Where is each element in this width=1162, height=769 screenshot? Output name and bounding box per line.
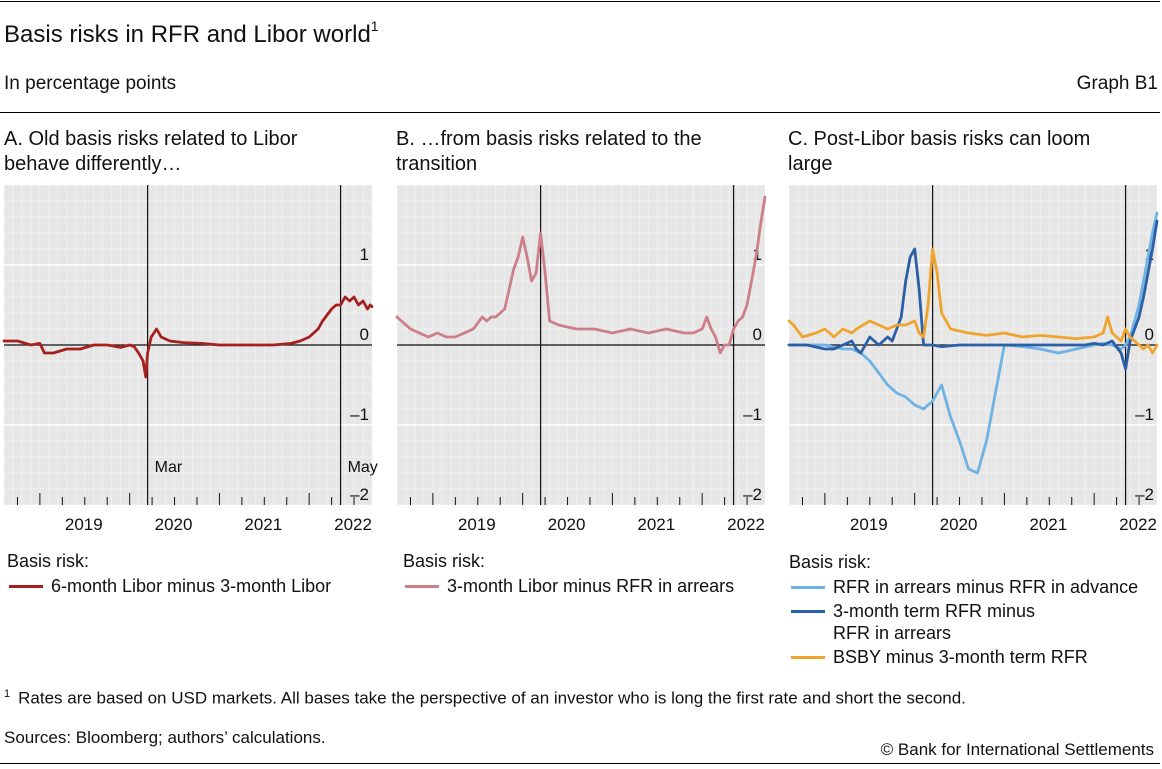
panel-b-legend: Basis risk: 3-month Libor minus RFR in a…: [403, 551, 734, 599]
panel-c-y-tick-label: –1: [1135, 405, 1154, 424]
panel-c-series-0-line: [787, 211, 1159, 475]
copyright: © Bank for International Settlements: [880, 740, 1154, 759]
panel-a-x-tick-label: 2021: [244, 515, 282, 534]
panel-c-x-tick-label: 2022: [1119, 515, 1157, 534]
panel-b-y-tick-label: –1: [743, 405, 762, 424]
panel-a-y-tick-label: 1: [360, 245, 369, 264]
panel-c-x-tick-label: 2021: [1029, 515, 1067, 534]
legend-item-arrears-advance: RFR in arrears minus RFR in advance: [789, 576, 1138, 598]
panel-b-x-tick-label: 2020: [548, 515, 586, 534]
legend-label: RFR in arrears minus RFR in advance: [833, 577, 1139, 597]
panel-c-y-tick-label: –2: [1135, 485, 1154, 504]
legend-label: RFR in arrears: [833, 623, 952, 643]
panel-b-series-0-line: [395, 195, 767, 355]
legend-item-libor-rfr-arrears: 3-month Libor minus RFR in arrears: [403, 575, 734, 597]
panel-a-y-tick-label: –1: [350, 405, 369, 424]
charts-canvas: Mar May 2019 2020 2021 2022 1 0 –1 –2 2019 2020 2021…: [2, 184, 1159, 534]
legend-swatch: [791, 610, 825, 613]
legend-swatch: [791, 586, 825, 589]
panel-b-y-tick-label: –2: [743, 485, 762, 504]
legend-swatch: [405, 585, 439, 588]
panel-a-y-tick-label: 0: [360, 325, 369, 344]
panel-a-series-0-line: [2, 295, 374, 379]
panel-a-event-label: May: [348, 459, 378, 476]
panel-b-x-tick-label: 2022: [727, 515, 765, 534]
legend-item-libor-6m-3m: 6-month Libor minus 3-month Libor: [7, 575, 331, 597]
panel-c-legend: Basis risk: RFR in arrears minus RFR in …: [789, 552, 1138, 670]
legend-label: 3-month Libor minus RFR in arrears: [447, 576, 735, 596]
legend-label: 6-month Libor minus 3-month Libor: [51, 576, 332, 596]
panel-c-y-tick-label: 0: [1145, 325, 1154, 344]
panel-c-series-1-line: [787, 219, 1159, 371]
legend-heading: Basis risk:: [789, 552, 872, 572]
graph-id: Graph B1: [1076, 73, 1158, 94]
top-rule: [0, 1, 1160, 2]
panel-b-title: B. …from basis risks related to the trans…: [396, 128, 702, 175]
panel-a-x-tick-label: 2022: [334, 515, 372, 534]
legend-label: 3-month term RFR minus: [833, 601, 1036, 621]
panel-a-title: A. Old basis risks related to Libor behav…: [4, 128, 298, 175]
panel-c-series-2-line: [787, 247, 1159, 355]
panel-b-y-tick-label: 0: [753, 325, 762, 344]
footnote: 1 Rates are based on USD markets. All bas…: [4, 688, 966, 708]
panel-b-x-tick-label: 2021: [637, 515, 675, 534]
panel-b-x-tick-label: 2019: [458, 515, 496, 534]
panel-a-y-tick-label: –2: [350, 485, 369, 504]
legend-item-term-rfr-arrears: 3-month term RFR minus RFR in arrears: [789, 600, 1138, 644]
legend-heading: Basis risk:: [7, 551, 90, 571]
legend-item-bsby-term-rfr: BSBY minus 3-month term RFR: [789, 646, 1138, 668]
panel-a-event-label: Mar: [155, 459, 183, 476]
units-label: In percentage points: [4, 73, 177, 94]
bottom-rule: [0, 763, 1160, 764]
panel-a-x-tick-label: 2019: [65, 515, 103, 534]
header-rule: [0, 112, 1160, 113]
legend-label: BSBY minus 3-month term RFR: [833, 647, 1088, 667]
panel-c-title: C. Post-Libor basis risks can loom large: [788, 128, 1091, 175]
panel-c-x-tick-label: 2020: [940, 515, 978, 534]
panel-a-legend: Basis risk: 6-month Libor minus 3-month …: [7, 551, 331, 599]
sources: Sources: Bloomberg; authors’ calculation…: [4, 728, 326, 747]
legend-heading: Basis risk:: [403, 551, 486, 571]
page-title: Basis risks in RFR and Libor world1: [4, 18, 379, 48]
panel-c-x-tick-label: 2019: [850, 515, 888, 534]
panel-a-x-tick-label: 2020: [155, 515, 193, 534]
legend-swatch: [9, 585, 43, 588]
legend-swatch: [791, 656, 825, 659]
